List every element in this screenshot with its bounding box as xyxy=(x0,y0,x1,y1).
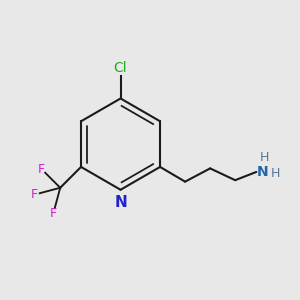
Text: F: F xyxy=(38,163,45,176)
Text: N: N xyxy=(114,195,127,210)
Text: H: H xyxy=(271,167,280,180)
Text: F: F xyxy=(50,207,57,220)
Text: Cl: Cl xyxy=(114,61,128,75)
Text: N: N xyxy=(257,165,269,179)
Text: F: F xyxy=(31,188,38,201)
Text: H: H xyxy=(260,151,269,164)
